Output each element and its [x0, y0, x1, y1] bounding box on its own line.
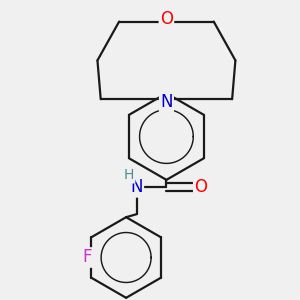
Text: H: H — [124, 168, 134, 182]
Text: N: N — [160, 93, 173, 111]
Text: F: F — [82, 248, 92, 266]
Text: O: O — [160, 10, 173, 28]
Text: N: N — [130, 178, 143, 196]
Text: O: O — [194, 178, 207, 196]
